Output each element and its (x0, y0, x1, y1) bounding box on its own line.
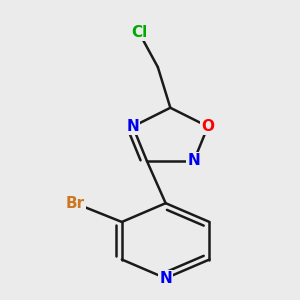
Text: N: N (188, 154, 200, 169)
Text: N: N (159, 271, 172, 286)
Text: Br: Br (65, 196, 85, 211)
Text: Cl: Cl (131, 25, 147, 40)
Text: N: N (126, 119, 139, 134)
Text: O: O (201, 119, 214, 134)
